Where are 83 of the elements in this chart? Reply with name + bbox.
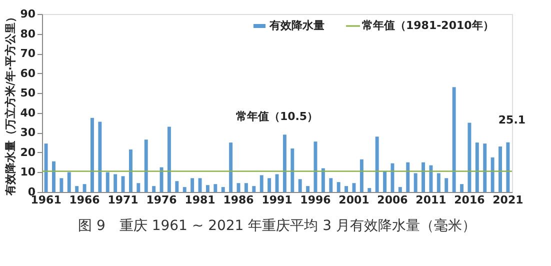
text: 图 9 重庆 1961 ~ 2021 年重庆平均 3 月有效降水量（毫米） [78, 218, 476, 234]
bar [498, 146, 502, 192]
bar [75, 186, 79, 192]
bar [398, 187, 402, 192]
bar [60, 178, 64, 192]
bar [167, 126, 171, 192]
x-tick-label: 1966 [69, 194, 100, 206]
annotation: 常年值（10.5） [236, 110, 318, 124]
bar [229, 142, 233, 192]
bar [221, 187, 225, 192]
y-tick-label: 60 [20, 66, 36, 80]
bar [106, 172, 110, 192]
bar [121, 176, 125, 192]
bar [368, 188, 372, 192]
bar [282, 134, 286, 192]
bar [336, 182, 340, 192]
bar [436, 173, 440, 192]
x-tick-label: 1991 [262, 194, 292, 206]
bar [321, 168, 325, 192]
bar [244, 183, 248, 192]
x-tick-label: 1976 [146, 194, 178, 206]
bar [344, 186, 348, 192]
bar [144, 140, 148, 192]
bar [422, 162, 426, 192]
bar [460, 184, 464, 192]
bar [506, 142, 510, 192]
x-tick-label: 1986 [223, 194, 254, 206]
bar [190, 178, 194, 192]
y-tick-label: 10 [20, 166, 36, 179]
bar [483, 144, 487, 192]
bar [298, 179, 302, 192]
bar [290, 148, 294, 192]
bar [490, 157, 494, 192]
bar [136, 183, 140, 192]
bar [268, 178, 272, 192]
bar [390, 163, 394, 192]
y-tick-label: 30 [20, 126, 36, 140]
legend-label: 有效降水量 [268, 19, 324, 32]
legend-label: 常年值（1981-2010年） [362, 19, 494, 32]
y-tick-label: 90 [20, 8, 36, 20]
bar [360, 159, 364, 192]
bar [475, 142, 479, 192]
bar [252, 186, 256, 192]
bar [82, 184, 86, 192]
bar [406, 162, 410, 192]
bar [44, 144, 48, 192]
bar [375, 136, 379, 192]
bar [429, 165, 433, 192]
bar [468, 122, 472, 192]
bar [306, 186, 310, 192]
bar [452, 87, 456, 192]
bar [52, 161, 56, 192]
y-tick-label: 50 [20, 86, 36, 100]
bar [260, 175, 264, 192]
bar [329, 178, 333, 192]
y-tick-label: 40 [20, 106, 36, 120]
bar [175, 181, 179, 192]
y-tick-label: 70 [20, 47, 36, 60]
bar [160, 167, 164, 192]
bar [182, 187, 186, 192]
x-tick-label: 2001 [338, 194, 370, 206]
bar [128, 149, 132, 192]
x-tick-label: 2021 [492, 194, 524, 206]
bar [444, 178, 448, 192]
x-tick-label: 2011 [416, 194, 446, 206]
bar [152, 186, 156, 192]
bar [90, 118, 94, 192]
bar [114, 174, 118, 192]
bar [383, 171, 387, 192]
x-tick-label: 2006 [377, 194, 408, 206]
bar [214, 184, 218, 192]
x-tick-label: 2016 [454, 194, 486, 206]
bar [206, 185, 210, 192]
y-tick-label: 20 [20, 146, 36, 159]
x-tick-label: 1996 [300, 194, 332, 206]
bar [414, 173, 418, 192]
x-tick-label: 1971 [108, 194, 138, 206]
x-tick-label: 1981 [184, 194, 216, 206]
y-tick-label: 80 [20, 27, 36, 40]
bar [67, 172, 71, 192]
y-axis-title: 有效降水量（万立方米/年·平方公里） [4, 11, 18, 197]
bar [98, 122, 102, 192]
data-label: 25.1 [498, 113, 526, 126]
